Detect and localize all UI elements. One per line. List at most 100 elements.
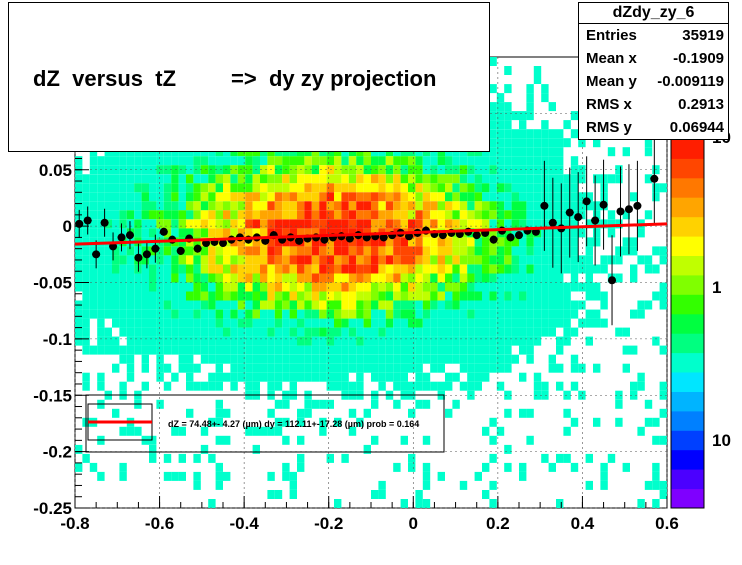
heatmap-cell [126,219,135,229]
heatmap-cell [496,354,505,364]
heatmap-cell [289,354,297,364]
heatmap-cell [112,219,120,229]
heatmap-cell [245,282,253,292]
heatmap-cell [437,336,445,346]
heatmap-cell [156,183,164,193]
heatmap-cell [82,282,90,292]
heatmap-cell [215,228,223,238]
heatmap-cell [297,354,305,364]
heatmap-cell [496,93,505,103]
heatmap-cell [519,147,527,157]
heatmap-cell [489,499,497,508]
heatmap-cell [452,282,460,292]
heatmap-cell [311,300,320,310]
heatmap-cell [378,219,386,229]
heatmap-cell [526,102,534,112]
heatmap-cell [112,291,120,301]
heatmap-cell [186,318,194,328]
heatmap-cell [437,345,445,355]
heatmap-cell [363,327,371,337]
heatmap-cell [274,183,283,193]
heatmap-cell [156,291,164,301]
heatmap-cell [171,273,179,283]
heatmap-cell [526,291,534,301]
heatmap-cell [267,300,275,310]
heatmap-cell [615,219,623,229]
heatmap-cell [97,381,105,391]
heatmap-cell [75,444,83,454]
heatmap-cell [134,219,142,229]
heatmap-cell [82,318,90,328]
palette-swatch [671,372,704,392]
heatmap-cell [371,336,379,346]
heatmap-cell [430,201,438,211]
heatmap-cell [378,490,386,499]
heatmap-cell [519,264,527,274]
heatmap-cell [548,246,556,256]
heatmap-cell [533,66,542,75]
heatmap-cell [496,174,505,184]
heatmap-cell [533,327,542,337]
heatmap-cell [356,282,364,292]
heatmap-cell [267,282,275,292]
heatmap-cell [297,336,305,346]
heatmap-cell [282,255,290,265]
heatmap-cell [326,201,334,211]
heatmap-cell [659,435,667,445]
heatmap-cell [533,237,542,247]
profile-point [117,233,126,242]
heatmap-cell [496,336,505,346]
heatmap-cell [326,363,334,373]
heatmap-cell [570,228,579,238]
heatmap-cell [408,183,416,193]
heatmap-cell [482,183,490,193]
heatmap-cell [119,318,127,328]
heatmap-cell [75,246,83,256]
heatmap-cell [519,165,527,175]
x-tick-label: -0.4 [229,514,259,533]
heatmap-cell [215,255,223,265]
heatmap-cell [474,201,482,211]
heatmap-cell [311,183,320,193]
palette-swatch [671,449,704,470]
heatmap-cell [644,264,653,274]
heatmap-cell [504,192,512,202]
heatmap-cell [378,210,386,220]
heatmap-cell [134,309,142,319]
heatmap-cell [348,192,357,202]
heatmap-cell [585,255,593,265]
heatmap-cell [556,192,564,202]
heatmap-cell [186,246,194,256]
heatmap-cell [489,453,497,463]
heatmap-cell [563,219,571,229]
heatmap-cell [319,255,327,265]
profile-point [633,201,642,210]
heatmap-cell [171,291,179,301]
heatmap-cell [119,309,127,319]
heatmap-cell [237,309,246,319]
heatmap-cell [356,336,364,346]
heatmap-cell [400,210,408,220]
heatmap-cell [363,300,371,310]
heatmap-cell [548,264,556,274]
profile-point [92,250,101,259]
heatmap-cell [171,300,179,310]
heatmap-cell [445,282,453,292]
heatmap-cell [644,210,653,220]
heatmap-cell [252,291,260,301]
heatmap-cell [652,471,660,481]
heatmap-cell [326,300,334,310]
heatmap-cell [422,399,431,409]
heatmap-cell [348,174,357,184]
heatmap-cell [563,246,571,256]
heatmap-cell [474,300,482,310]
heatmap-cell [156,210,164,220]
heatmap-cell [600,255,608,265]
heatmap-cell [112,183,120,193]
heatmap-cell [548,210,556,220]
heatmap-cell [289,156,297,166]
heatmap-cell [385,174,394,184]
heatmap-cell [104,273,112,283]
heatmap-cell [363,291,371,301]
heatmap-cell [659,255,667,265]
